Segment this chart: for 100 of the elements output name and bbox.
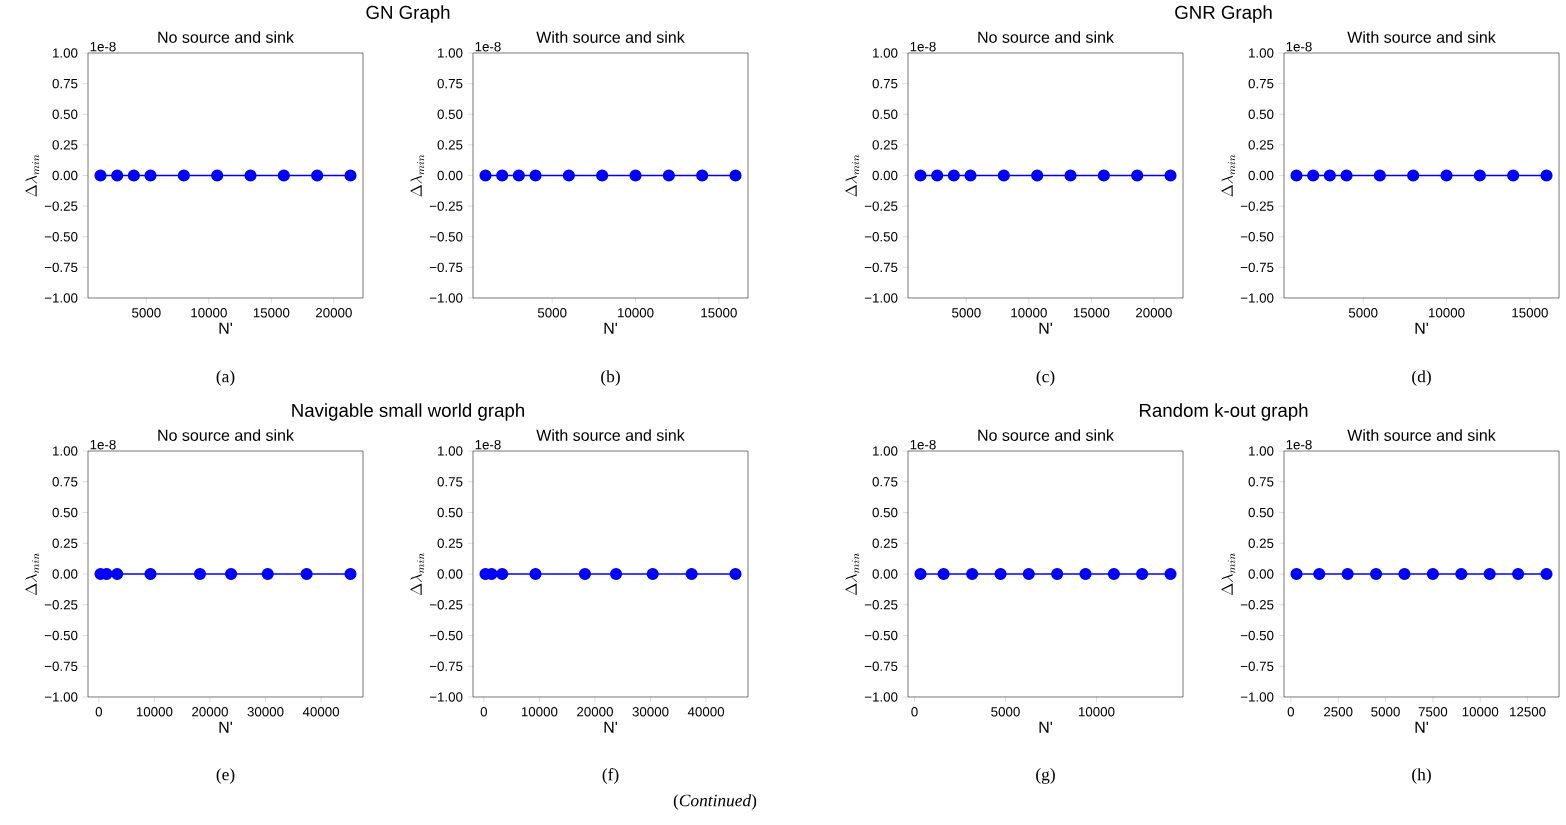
- y-tick-label: −0.75: [429, 661, 463, 671]
- text: 1e-8: [90, 41, 116, 52]
- x-tick-label: 15000: [253, 308, 290, 318]
- y-tick-label: 0.00: [1248, 569, 1274, 579]
- y-tick-label: −0.25: [864, 600, 898, 610]
- x-tick-label: 5000: [1348, 308, 1378, 318]
- x-tick-label: 30000: [632, 707, 669, 717]
- y-axis-title: $\Delta\lambda_{min}$: [1221, 553, 1236, 596]
- text: Random k-out graph: [1139, 403, 1308, 421]
- y-tick-label: 1.00: [1249, 446, 1274, 456]
- y-tick-label: 0.25: [437, 140, 463, 150]
- y-tick-label: −1.00: [429, 293, 463, 303]
- y-tick-label: 0.00: [872, 170, 898, 181]
- y-tick-label: 0.25: [1248, 140, 1274, 150]
- y-tick-label: 0.25: [437, 538, 463, 548]
- y-tick-label: −0.50: [429, 232, 463, 242]
- text: 1e-8: [1286, 41, 1312, 52]
- text: (d): [1412, 370, 1431, 386]
- y-tick-label: −0.25: [1240, 201, 1274, 211]
- y-tick-label: 0.25: [872, 140, 898, 150]
- y-tick-label: −0.50: [429, 630, 463, 641]
- y-tick-label: 0.50: [872, 109, 898, 119]
- y-axis-title: $\Delta\lambda_{min}$: [410, 154, 425, 197]
- x-tick-label: 5000: [1371, 707, 1400, 717]
- y-tick-label: 1.00: [438, 446, 463, 456]
- y-tick-label: 0.75: [52, 477, 78, 487]
- x-tick-label: 20000: [315, 308, 352, 318]
- x-axis-title: N': [604, 322, 618, 334]
- text: (h): [1412, 768, 1431, 784]
- y-tick-label: 0.25: [52, 140, 78, 150]
- text: (e): [216, 768, 235, 784]
- x-axis-title: N': [219, 322, 233, 334]
- x-axis-title: N': [1415, 322, 1429, 334]
- text: GN Graph: [366, 5, 450, 23]
- y-tick-label: −0.25: [44, 600, 78, 610]
- x-tick-label: 2500: [1324, 707, 1353, 717]
- y-tick-label: −1.00: [1240, 692, 1274, 702]
- chart-title: With source and sink: [536, 31, 685, 43]
- y-tick-label: 0.50: [1248, 507, 1274, 518]
- y-tick-label: −1.00: [864, 293, 898, 303]
- y-tick-label: −1.00: [864, 692, 898, 702]
- text: (g): [1036, 768, 1055, 784]
- y-tick-label: 0.00: [437, 170, 463, 181]
- y-tick-label: −0.25: [429, 600, 463, 610]
- x-tick-label: 10000: [1011, 308, 1047, 318]
- text: 1e-8: [910, 41, 936, 52]
- y-tick-label: 0.50: [437, 109, 463, 119]
- y-tick-label: 0.50: [437, 507, 463, 518]
- y-tick-label: 0.25: [1248, 538, 1274, 548]
- y-tick-label: −0.75: [1240, 262, 1274, 273]
- x-axis-title: N': [1039, 322, 1053, 334]
- y-tick-label: −0.50: [44, 232, 78, 242]
- y-tick-label: −0.25: [1240, 600, 1274, 610]
- x-tick-label: 10000: [136, 707, 173, 717]
- y-tick-label: 1.00: [873, 48, 898, 58]
- x-tick-label: 40000: [687, 707, 725, 717]
- y-tick-label: −0.50: [864, 630, 898, 641]
- y-tick-label: −0.75: [429, 262, 463, 273]
- y-tick-label: 1.00: [53, 48, 78, 58]
- text: 1e-8: [90, 439, 116, 450]
- y-tick-label: 0.75: [437, 78, 463, 89]
- text: (f): [602, 768, 619, 784]
- y-tick-label: 0.00: [437, 569, 463, 579]
- y-axis-title: $\Delta\lambda_{min}$: [410, 553, 425, 596]
- x-tick-label: 10000: [191, 308, 227, 318]
- text: 1e-8: [475, 41, 501, 52]
- x-tick-label: 30000: [247, 707, 284, 717]
- x-tick-label: 5000: [132, 308, 161, 318]
- x-tick-label: 5000: [537, 308, 567, 318]
- y-tick-label: −1.00: [44, 293, 78, 303]
- text: 1e-8: [910, 439, 936, 450]
- x-tick-label: 10000: [1429, 308, 1465, 318]
- text: 1e-8: [475, 439, 501, 450]
- x-tick-label: 0: [911, 707, 918, 717]
- y-tick-label: 0.50: [872, 507, 898, 518]
- y-tick-label: −0.75: [864, 262, 898, 273]
- y-tick-label: 0.75: [872, 477, 898, 487]
- x-tick-label: 20000: [1135, 308, 1172, 318]
- x-tick-label: 10000: [521, 707, 558, 717]
- y-tick-label: 1.00: [438, 48, 463, 58]
- y-tick-label: −0.75: [44, 661, 78, 671]
- x-tick-label: 15000: [1512, 308, 1548, 318]
- y-tick-label: −0.25: [864, 201, 898, 211]
- y-tick-label: −0.75: [864, 661, 898, 671]
- y-tick-label: 0.75: [1248, 477, 1274, 487]
- x-tick-label: 20000: [577, 707, 613, 717]
- x-tick-label: 20000: [192, 707, 228, 717]
- y-tick-label: −0.50: [1240, 232, 1274, 242]
- x-tick-label: 10000: [618, 308, 654, 318]
- y-tick-label: 0.75: [52, 78, 78, 89]
- x-axis-title: N': [1039, 721, 1053, 733]
- y-tick-label: 1.00: [53, 446, 78, 456]
- chart-title: With source and sink: [536, 429, 685, 441]
- x-tick-label: 10000: [1462, 707, 1499, 717]
- y-tick-label: −0.50: [864, 232, 898, 242]
- x-tick-label: 12500: [1510, 707, 1546, 717]
- y-tick-label: 0.00: [52, 170, 78, 181]
- y-tick-label: −1.00: [429, 692, 463, 702]
- text: Navigable small world graph: [292, 403, 524, 421]
- x-tick-label: 5000: [991, 707, 1020, 717]
